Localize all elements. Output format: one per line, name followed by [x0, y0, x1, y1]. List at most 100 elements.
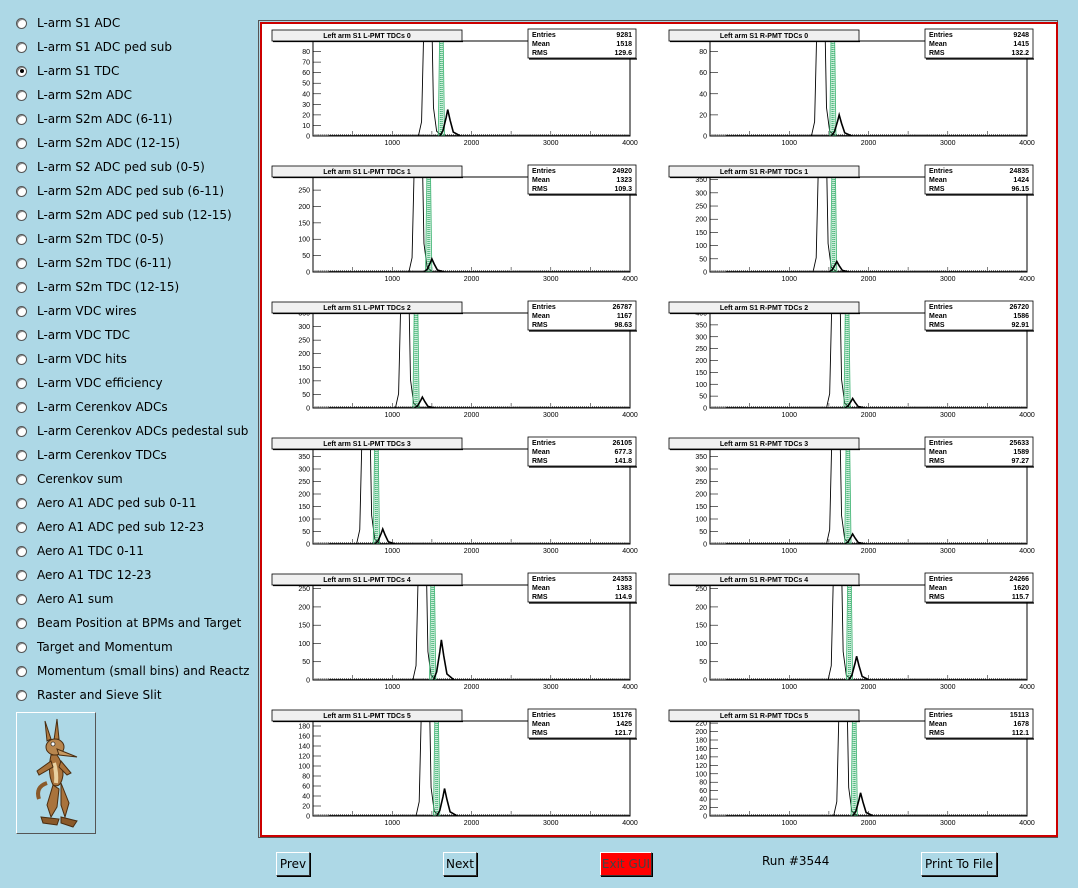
- radio-option[interactable]: Momentum (small bins) and Reactz: [16, 661, 249, 681]
- secondary-peak-line: [848, 656, 870, 680]
- radio-option[interactable]: L-arm S1 ADC ped sub: [16, 37, 172, 57]
- prev-button[interactable]: Prev: [276, 852, 310, 876]
- x-tick-label: 3000: [940, 684, 956, 691]
- exit-gui-button[interactable]: Exit GUI: [600, 852, 652, 876]
- x-tick-label: 1000: [781, 548, 797, 555]
- radio-button-icon[interactable]: [16, 425, 27, 437]
- next-button[interactable]: Next: [443, 852, 477, 876]
- x-tick-label: 2000: [464, 820, 480, 827]
- stats-value: 24920: [613, 168, 633, 175]
- x-tick-label: 1000: [384, 820, 400, 827]
- radio-option[interactable]: Aero A1 sum: [16, 589, 113, 609]
- stats-value: 1425: [616, 721, 632, 728]
- radio-option-label: L-arm S2m TDC (0-5): [37, 232, 164, 246]
- radio-button-icon[interactable]: [16, 89, 27, 101]
- radio-option[interactable]: L-arm S2m TDC (6-11): [16, 253, 172, 273]
- stats-value: 132.2: [1011, 50, 1029, 57]
- radio-option[interactable]: L-arm S2m TDC (12-15): [16, 277, 179, 297]
- stats-value: 129.6: [614, 50, 632, 57]
- radio-option[interactable]: L-arm S2m ADC (12-15): [16, 133, 180, 153]
- main-peak-line: [812, 177, 838, 272]
- radio-option-label: Aero A1 ADC ped sub 12-23: [37, 520, 205, 534]
- radio-button-icon[interactable]: [16, 329, 27, 341]
- stats-label: Mean: [532, 41, 550, 48]
- stats-value: 1620: [1013, 585, 1029, 592]
- print-to-file-button[interactable]: Print To File: [921, 852, 997, 876]
- y-tick-label: 200: [298, 492, 310, 499]
- radio-button-icon[interactable]: [16, 305, 27, 317]
- radio-button-icon[interactable]: [16, 593, 27, 605]
- stats-value: 677.3: [614, 449, 632, 456]
- radio-option[interactable]: L-arm VDC efficiency: [16, 373, 163, 393]
- radio-button-icon[interactable]: [16, 545, 27, 557]
- radio-button-icon[interactable]: [16, 689, 27, 701]
- radio-option[interactable]: Aero A1 TDC 12-23: [16, 565, 152, 585]
- radio-button-icon[interactable]: [16, 41, 27, 53]
- radio-option[interactable]: L-arm Cerenkov ADCs: [16, 397, 168, 417]
- secondary-peak-line: [435, 788, 458, 816]
- radio-option[interactable]: L-arm VDC TDC: [16, 325, 130, 345]
- radio-button-icon[interactable]: [16, 473, 27, 485]
- radio-option[interactable]: Target and Momentum: [16, 637, 173, 657]
- radio-button-icon[interactable]: [16, 17, 27, 29]
- radio-button-icon[interactable]: [16, 113, 27, 125]
- stats-box: [527, 300, 637, 331]
- radio-button-icon[interactable]: [16, 185, 27, 197]
- histogram-canvas[interactable]: 0 10 20 30 40 50 60 70 80 1000 2000 3000 4000 Left ar…: [260, 22, 1058, 837]
- radio-option[interactable]: L-arm Cerenkov TDCs: [16, 445, 167, 465]
- radio-option[interactable]: L-arm S2m ADC (6-11): [16, 109, 172, 129]
- radio-button-icon[interactable]: [16, 569, 27, 581]
- y-tick-label: 200: [695, 358, 707, 365]
- radio-button-icon[interactable]: [16, 617, 27, 629]
- radio-button-icon[interactable]: [16, 665, 27, 677]
- x-tick-label: 4000: [622, 412, 638, 419]
- radio-option[interactable]: Cerenkov sum: [16, 469, 123, 489]
- radio-button-icon[interactable]: [16, 353, 27, 365]
- secondary-peak-line: [851, 792, 874, 816]
- radio-option[interactable]: L-arm S2m ADC ped sub (6-11): [16, 181, 224, 201]
- radio-button-icon[interactable]: [16, 497, 27, 509]
- radio-option[interactable]: L-arm VDC wires: [16, 301, 136, 321]
- radio-option[interactable]: Aero A1 ADC ped sub 0-11: [16, 493, 196, 513]
- radio-option[interactable]: Raster and Sieve Slit: [16, 685, 162, 705]
- radio-button-icon[interactable]: [16, 641, 27, 653]
- radio-button-icon[interactable]: [16, 257, 27, 269]
- histogram-panel: 0 10 20 30 40 50 60 70 80 1000 2000 3000 4000 Left ar…: [271, 28, 638, 147]
- stats-value: 112.1: [1012, 730, 1029, 737]
- radio-option[interactable]: L-arm S2m ADC: [16, 85, 132, 105]
- stats-label: Entries: [532, 168, 556, 175]
- radio-button-icon[interactable]: [16, 161, 27, 173]
- x-tick-label: 3000: [940, 820, 956, 827]
- radio-button-icon[interactable]: [16, 401, 27, 413]
- stats-box: [527, 28, 637, 59]
- y-tick-label: 40: [302, 91, 310, 98]
- histogram-title: Left arm S1 L-PMT TDCs 5: [323, 713, 411, 720]
- radio-option[interactable]: L-arm S1 TDC: [16, 61, 119, 81]
- radio-option[interactable]: L-arm S1 ADC: [16, 13, 120, 33]
- radio-option[interactable]: L-arm S2m ADC ped sub (12-15): [16, 205, 232, 225]
- radio-option[interactable]: Aero A1 TDC 0-11: [16, 541, 144, 561]
- radio-option-label: L-arm S1 ADC: [37, 16, 121, 30]
- y-tick-label: 250: [298, 338, 310, 345]
- radio-button-icon[interactable]: [16, 209, 27, 221]
- radio-button-icon[interactable]: [16, 281, 27, 293]
- radio-option[interactable]: L-arm S2m TDC (0-5): [16, 229, 164, 249]
- radio-option[interactable]: Aero A1 ADC ped sub 12-23: [16, 517, 204, 537]
- stats-label: RMS: [532, 322, 548, 329]
- histogram-panel: 0501001502002503003501000200030004000Lef…: [271, 300, 638, 419]
- radio-button-icon[interactable]: [16, 521, 27, 533]
- radio-button-icon[interactable]: [16, 137, 27, 149]
- radio-button-icon[interactable]: [16, 233, 27, 245]
- y-tick-label: 100: [298, 641, 310, 648]
- radio-button-icon[interactable]: [16, 449, 27, 461]
- stats-value: 1589: [1013, 449, 1029, 456]
- radio-option[interactable]: Beam Position at BPMs and Target: [16, 613, 241, 633]
- y-tick-label: 50: [302, 659, 310, 666]
- radio-option[interactable]: L-arm S2 ADC ped sub (0-5): [16, 157, 205, 177]
- radio-option[interactable]: L-arm VDC hits: [16, 349, 127, 369]
- radio-option[interactable]: L-arm Cerenkov ADCs pedestal sub: [16, 421, 248, 441]
- radio-button-icon[interactable]: [16, 65, 27, 77]
- radio-button-icon[interactable]: [16, 377, 27, 389]
- y-tick-label: 250: [695, 204, 707, 211]
- stats-box: [527, 436, 637, 467]
